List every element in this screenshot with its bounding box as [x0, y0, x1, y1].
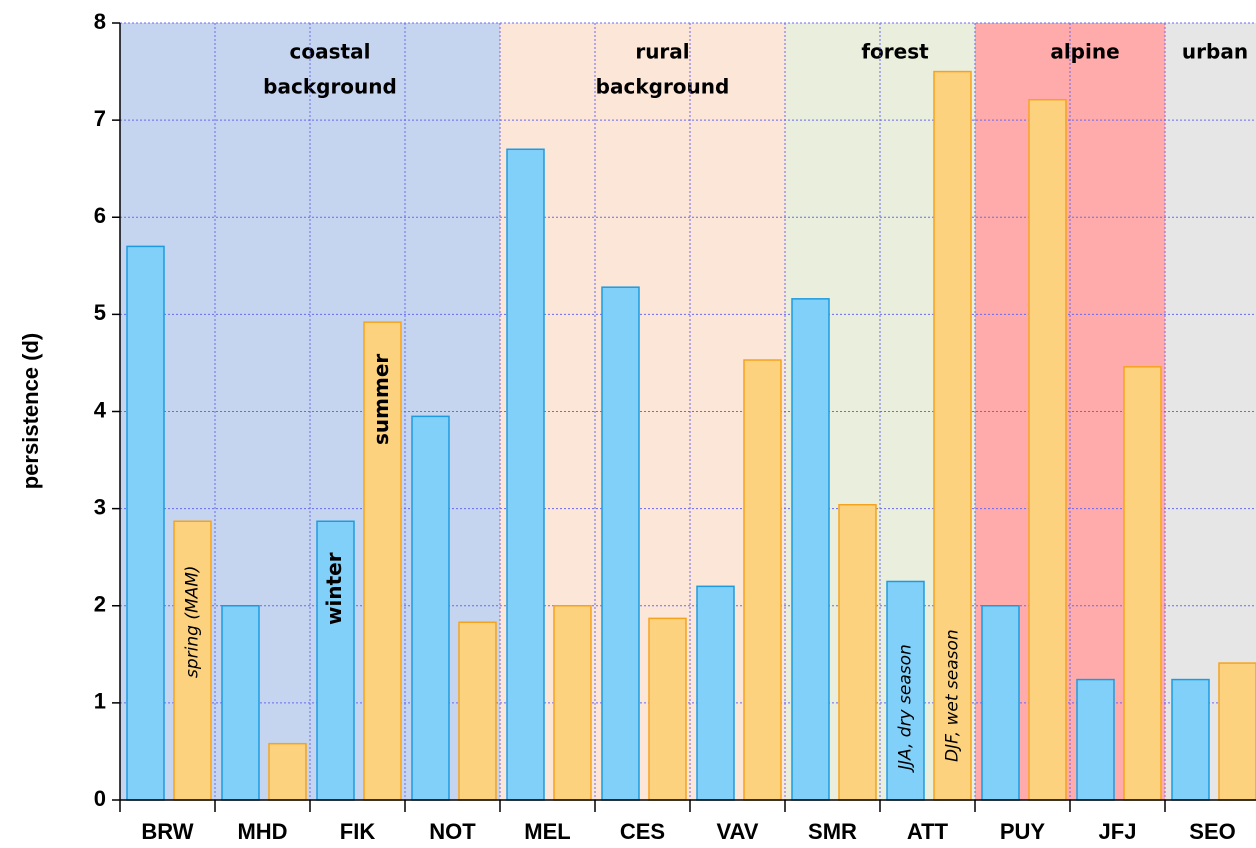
y-tick-label: 6	[94, 203, 106, 228]
annotation: JJA, dry season	[896, 644, 916, 773]
annotation: DJF, wet season	[943, 629, 963, 762]
x-tick-label: SEO	[1189, 819, 1235, 844]
x-tick-label: BRW	[141, 819, 193, 844]
y-axis-label: persistence (d)	[18, 333, 43, 490]
x-tick-label: MHD	[237, 819, 287, 844]
x-tick-label: PUY	[1000, 819, 1046, 844]
y-tick-label: 5	[94, 300, 106, 325]
bar	[458, 621, 497, 801]
bar	[1218, 662, 1256, 801]
y-tick-label: 4	[94, 397, 107, 422]
bar	[221, 605, 260, 801]
bar	[838, 503, 877, 801]
bar	[648, 617, 687, 801]
y-tick-label: 2	[94, 592, 106, 617]
bar	[1076, 678, 1115, 801]
bar	[933, 70, 972, 801]
series-name: winter	[322, 552, 346, 625]
bar	[1123, 366, 1162, 801]
bar	[696, 585, 735, 801]
bar	[173, 520, 212, 801]
region-label: rural	[635, 40, 689, 64]
bar	[981, 605, 1020, 801]
bar	[268, 742, 307, 801]
x-tick-label: FIK	[340, 819, 376, 844]
y-tick-label: 3	[94, 494, 106, 519]
x-tick-label: ATT	[907, 819, 949, 844]
x-tick-label: JFJ	[1099, 819, 1137, 844]
bar	[411, 415, 450, 801]
region-label: urban	[1182, 40, 1248, 64]
region-label: forest	[861, 40, 929, 64]
x-tick-label: VAV	[717, 819, 759, 844]
bar	[553, 605, 592, 801]
x-tick-label: SMR	[808, 819, 857, 844]
region-label: coastal	[290, 40, 371, 64]
region-label: background	[596, 75, 730, 99]
annotation: spring (MAM)	[183, 565, 203, 678]
bar	[791, 298, 830, 801]
bar	[126, 245, 165, 801]
y-tick-label: 0	[94, 786, 106, 811]
y-tick-label: 8	[94, 9, 106, 34]
bar	[1171, 678, 1210, 801]
bar	[601, 286, 640, 801]
bar	[1028, 98, 1067, 801]
bar	[506, 148, 545, 801]
x-tick-label: MEL	[524, 819, 570, 844]
x-tick-label: NOT	[429, 819, 476, 844]
bar	[743, 359, 782, 801]
x-tick-label: CES	[620, 819, 665, 844]
bar	[886, 580, 925, 801]
region-label: alpine	[1050, 40, 1119, 64]
region-label: background	[263, 75, 397, 99]
y-tick-label: 1	[94, 689, 106, 714]
y-tick-label: 7	[94, 106, 106, 131]
series-name: summer	[369, 354, 393, 445]
